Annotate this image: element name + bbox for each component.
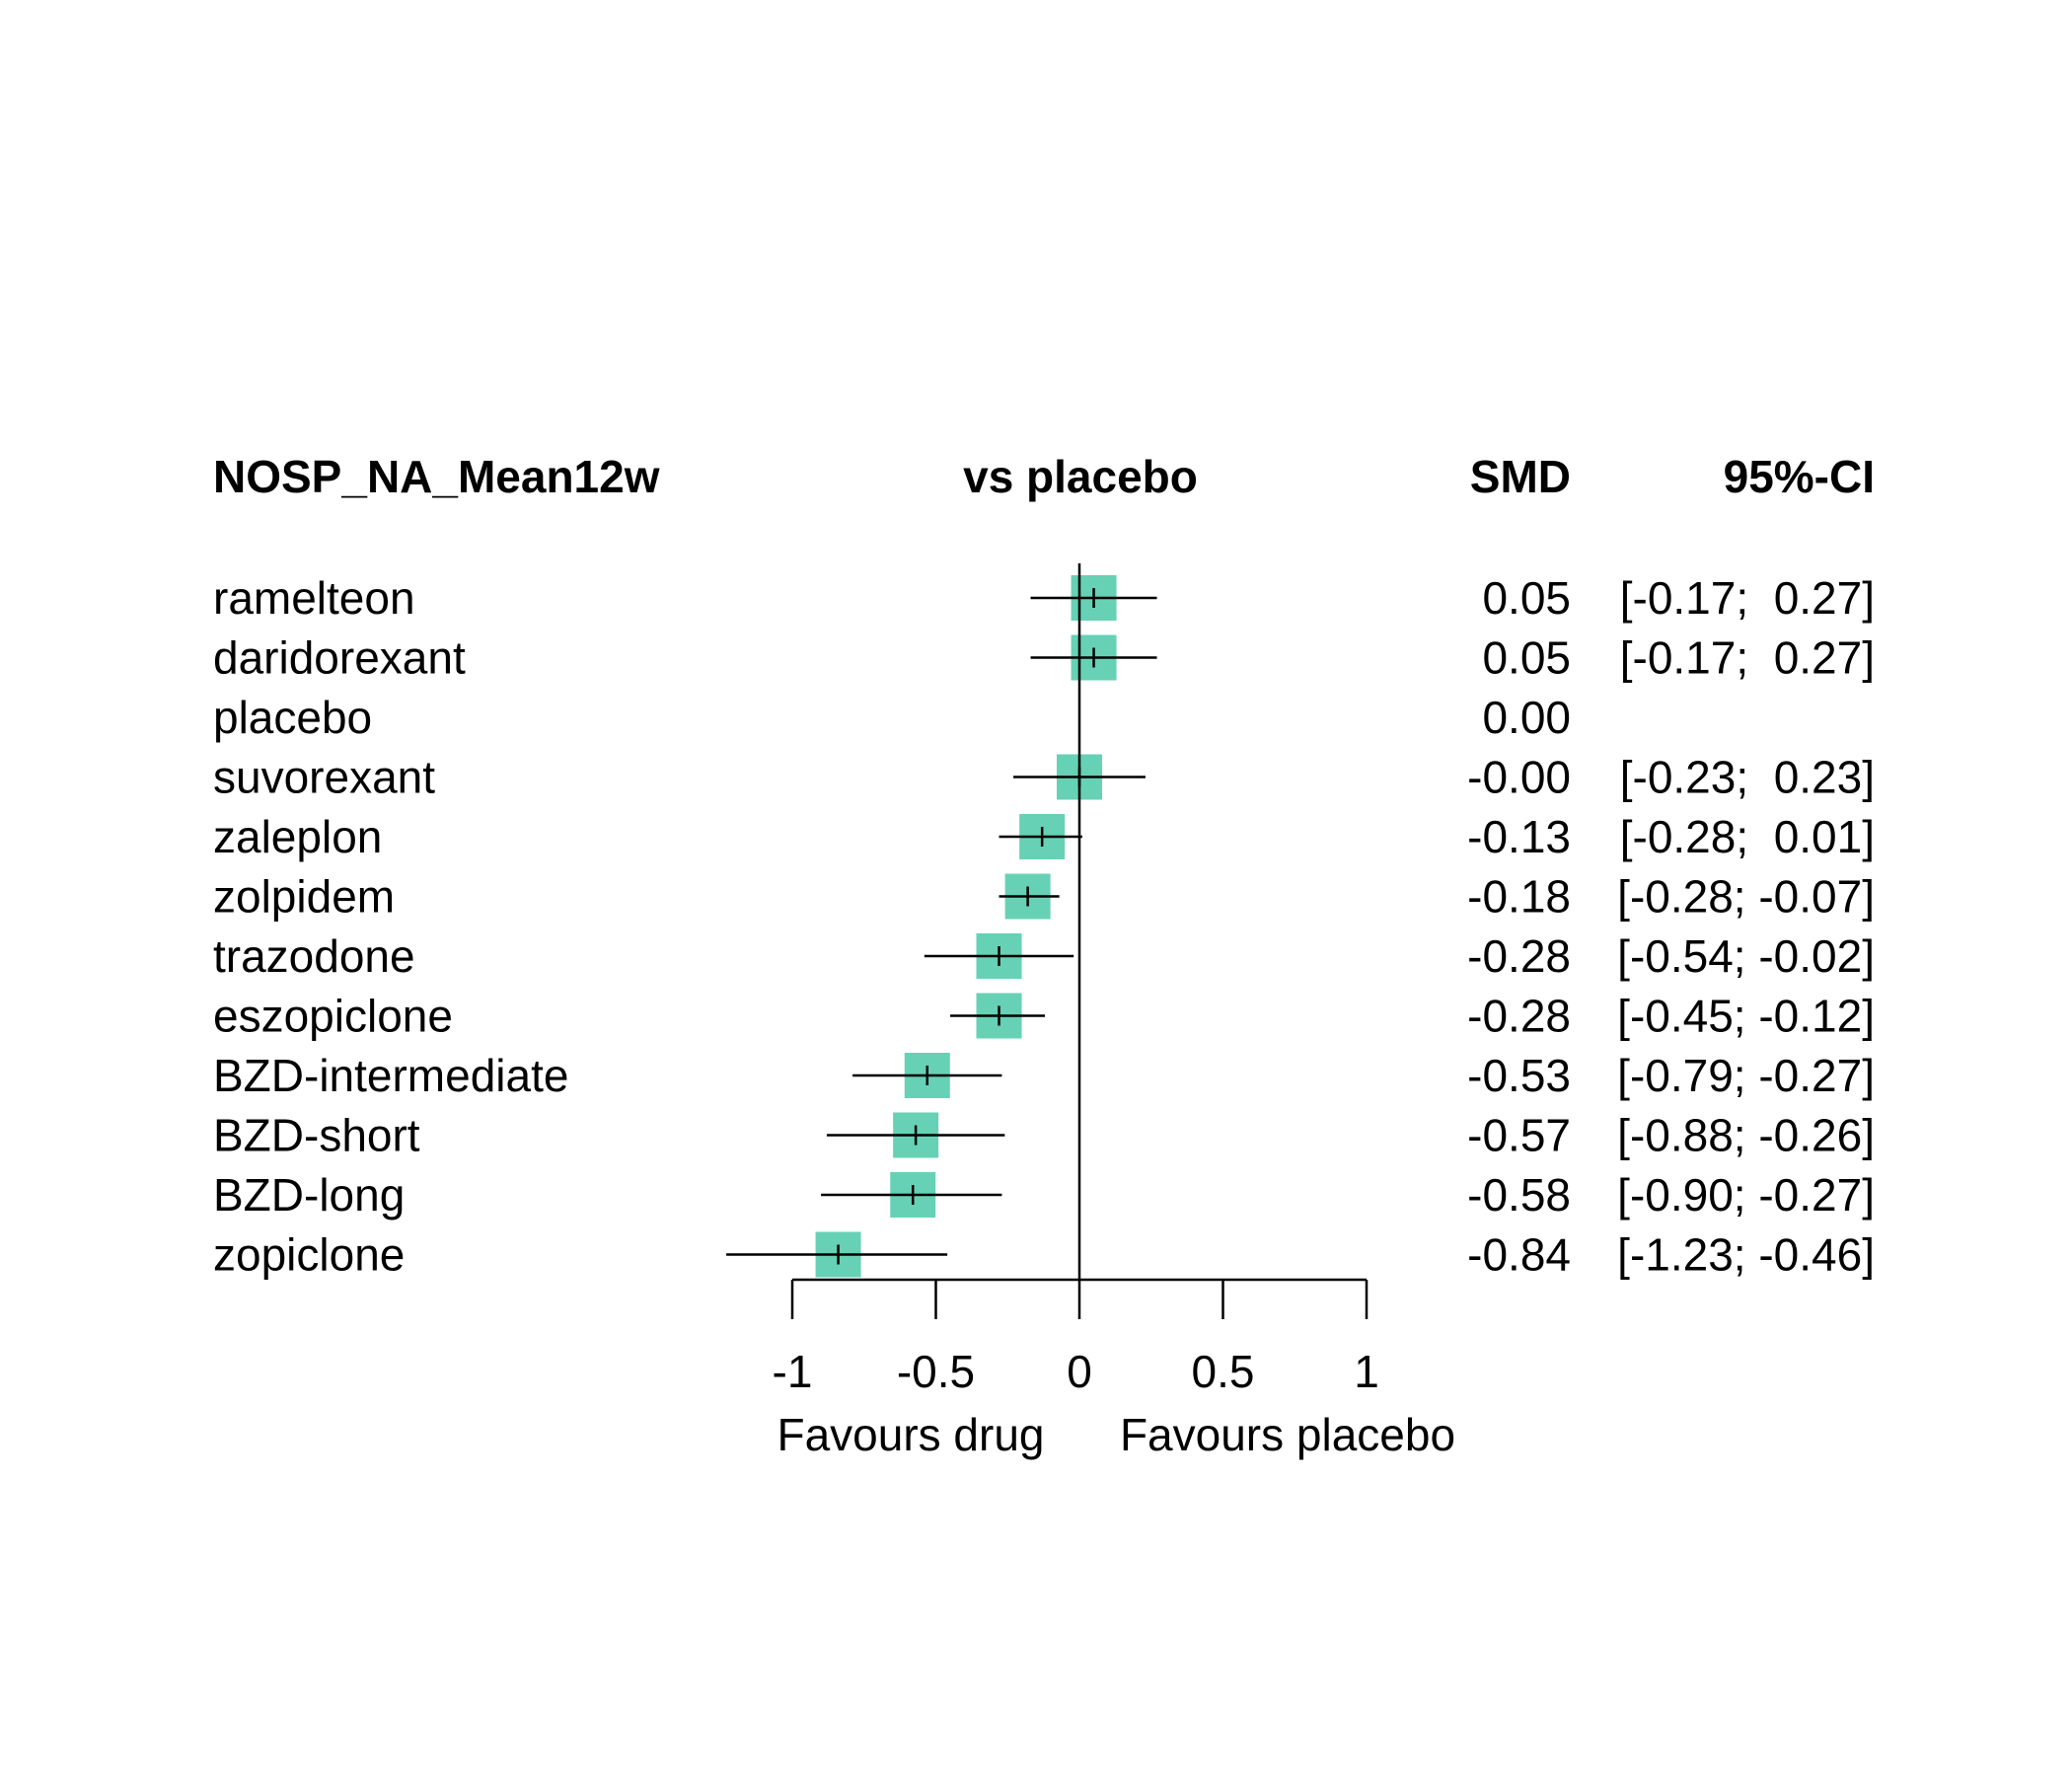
forest-row: trazodone -0.28 [-0.54; -0.02] — [213, 930, 1875, 982]
ci-value: [-1.23; -0.46] — [1617, 1229, 1875, 1281]
smd-value: -0.00 — [1467, 752, 1571, 803]
row-label: daridorexant — [213, 632, 466, 684]
x-tick-label: 0.5 — [1192, 1346, 1255, 1397]
smd-value: -0.18 — [1467, 871, 1571, 923]
comparison-header: vs placebo — [963, 451, 1198, 502]
forest-row: BZD-long -0.58 [-0.90; -0.27] — [213, 1169, 1875, 1221]
row-label: suvorexant — [213, 752, 435, 803]
smd-value: -0.13 — [1467, 811, 1571, 862]
forest-row: zaleplon -0.13 [-0.28; 0.01] — [213, 811, 1875, 862]
favours-drug-label: Favours drug — [777, 1409, 1044, 1460]
forest-row: zolpidem -0.18 [-0.28; -0.07] — [213, 871, 1875, 923]
row-label: zaleplon — [213, 811, 382, 862]
ci-value: [-0.54; -0.02] — [1617, 930, 1875, 982]
forest-rows: ramelteon 0.05 [-0.17; 0.27] daridorexant 0.… — [213, 572, 1875, 1281]
ci-value: [-0.28; -0.07] — [1617, 871, 1875, 923]
x-tick-label: 1 — [1354, 1346, 1379, 1397]
row-label: trazodone — [213, 930, 415, 982]
forest-row: BZD-short -0.57 [-0.88; -0.26] — [213, 1110, 1875, 1161]
row-label: zolpidem — [213, 871, 395, 923]
smd-value: -0.28 — [1467, 991, 1571, 1042]
smd-value: -0.53 — [1467, 1050, 1571, 1101]
forest-row: placebo 0.00 — [213, 692, 1571, 743]
ci-header: 95%-CI — [1724, 451, 1875, 502]
ci-value: [-0.23; 0.23] — [1620, 752, 1875, 803]
ci-value: [-0.17; 0.27] — [1620, 632, 1875, 684]
smd-value: -0.28 — [1467, 930, 1571, 982]
forest-row: suvorexant -0.00 [-0.23; 0.23] — [213, 752, 1875, 803]
smd-value: 0.00 — [1482, 692, 1571, 743]
x-axis: -1 -0.5 0 0.5 1 — [773, 1278, 1379, 1397]
favours-placebo-label: Favours placebo — [1120, 1409, 1455, 1460]
smd-value: -0.84 — [1467, 1229, 1571, 1281]
row-label: placebo — [213, 692, 372, 743]
row-label: eszopiclone — [213, 991, 453, 1042]
row-label: BZD-long — [213, 1169, 405, 1221]
forest-row: ramelteon 0.05 [-0.17; 0.27] — [213, 572, 1875, 624]
smd-value: 0.05 — [1482, 632, 1571, 684]
ci-value: [-0.88; -0.26] — [1617, 1110, 1875, 1161]
row-label: zopiclone — [213, 1229, 405, 1281]
x-tick-label: -1 — [773, 1346, 813, 1397]
x-tick-label: -0.5 — [897, 1346, 975, 1397]
x-tick-label: 0 — [1067, 1346, 1092, 1397]
ci-value: [-0.79; -0.27] — [1617, 1050, 1875, 1101]
forest-row: BZD-intermediate -0.53 [-0.79; -0.27] — [213, 1050, 1875, 1101]
plot-title: NOSP_NA_Mean12w — [213, 451, 660, 502]
ci-value: [-0.28; 0.01] — [1620, 811, 1875, 862]
smd-header: SMD — [1470, 451, 1571, 502]
smd-value: -0.57 — [1467, 1110, 1571, 1161]
forest-row: eszopiclone -0.28 [-0.45; -0.12] — [213, 991, 1875, 1042]
row-label: ramelteon — [213, 572, 415, 624]
row-label: BZD-short — [213, 1110, 420, 1161]
ci-value: [-0.45; -0.12] — [1617, 991, 1875, 1042]
forest-row: daridorexant 0.05 [-0.17; 0.27] — [213, 632, 1875, 684]
ci-value: [-0.17; 0.27] — [1620, 572, 1875, 624]
row-label: BZD-intermediate — [213, 1050, 568, 1101]
ci-value: [-0.90; -0.27] — [1617, 1169, 1875, 1221]
forest-row: zopiclone -0.84 [-1.23; -0.46] — [213, 1229, 1875, 1281]
smd-value: 0.05 — [1482, 572, 1571, 624]
smd-value: -0.58 — [1467, 1169, 1571, 1221]
